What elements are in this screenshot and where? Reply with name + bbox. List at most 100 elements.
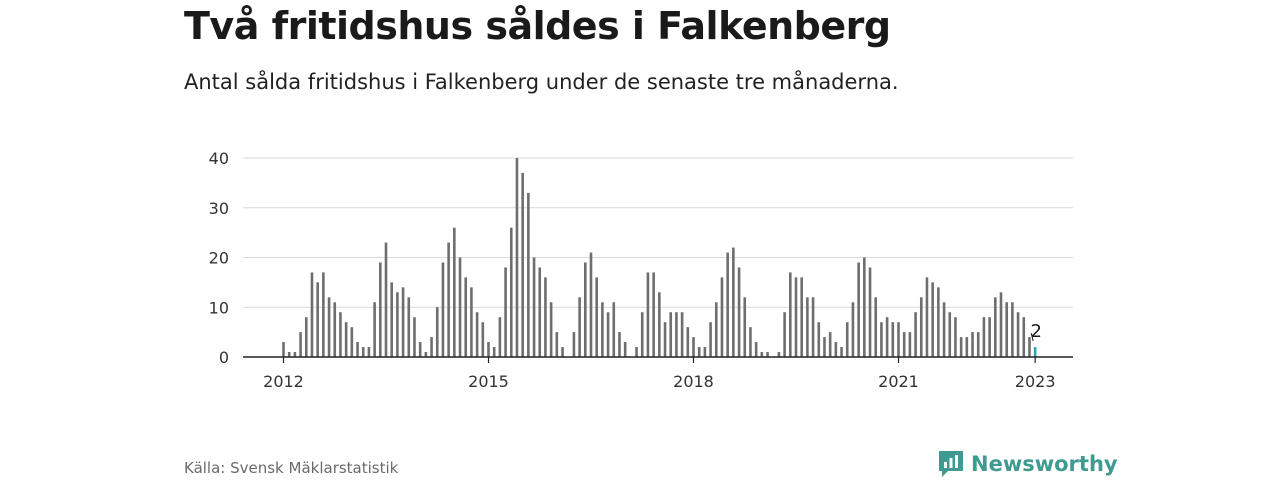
bar [458,257,462,357]
bar [561,347,564,357]
bar [743,297,747,357]
bar [293,352,297,357]
bar [1011,302,1014,357]
bar [373,302,376,357]
bar [931,282,934,358]
bar [1022,317,1026,357]
bar [1005,302,1008,357]
bar [800,277,803,357]
bar [430,337,433,357]
y-tick-label: 30 [209,199,229,218]
data-label-latest: 2 [1030,321,1041,342]
gridlines [243,157,1073,308]
data-label-leader [1030,332,1034,342]
bar [897,322,900,357]
bar [606,312,610,357]
x-tick-label: 2012 [263,372,304,391]
bar [720,277,724,357]
bar [834,342,838,357]
chart-subtitle: Antal sålda fritidshus i Falkenberg unde… [184,70,899,94]
bar [481,322,485,357]
bar [840,347,843,357]
bar [914,312,917,357]
bar [982,317,986,357]
bar [572,332,576,358]
bar [794,277,798,357]
bar-highlighted [1033,347,1037,357]
y-tick-label: 0 [219,348,229,367]
bar [584,262,587,357]
bar [954,317,957,357]
bar [447,242,450,357]
bar [652,272,655,357]
bar [902,332,906,358]
bar [857,262,860,357]
bar [441,262,445,357]
bar [1028,337,1031,357]
bar [498,317,502,357]
bar [863,257,866,357]
bar [988,317,991,357]
bar [646,272,650,357]
bar [538,267,542,357]
bar [339,312,342,357]
bar [919,297,923,357]
bar [697,347,701,357]
bar [732,247,735,357]
bar [845,322,849,357]
bar [356,342,359,357]
bar [783,312,786,357]
bar [737,267,741,357]
bar [424,352,428,357]
bar-chart: 0 10 20 30 40 2012 2015 2018 2021 2023 2 [209,149,1073,391]
bar [994,297,997,357]
bar [817,322,821,357]
bar [874,297,878,357]
chart-title: Två fritidshus såldes i Falkenberg [184,4,891,48]
bar [282,342,285,357]
bar [1016,312,1020,357]
bar [521,172,524,357]
bar [777,352,781,357]
bar [418,342,422,357]
bar [316,282,319,358]
bar [754,342,758,357]
brand-logo[interactable]: Newsworthy [937,449,1118,479]
bar [595,277,598,357]
bar [470,287,473,357]
brand-name: Newsworthy [971,452,1118,476]
bar [823,337,826,357]
bar [640,312,644,357]
x-tick-label: 2023 [1015,372,1056,391]
bar [453,227,456,357]
bar [885,317,889,357]
bar [413,317,416,357]
bar [948,312,952,357]
bar [868,267,872,357]
bars [282,158,1037,358]
bar [828,332,832,358]
x-tick-label: 2018 [673,372,714,391]
y-tick-label: 10 [209,298,229,317]
y-axis: 0 10 20 30 40 [209,149,229,367]
source-note: Källa: Svensk Mäklarstatistik [184,459,399,477]
y-tick-label: 20 [209,249,229,268]
bar [669,312,673,357]
data-labels: 2 [1030,321,1041,342]
bar [287,352,291,357]
x-tick-label: 2015 [468,372,509,391]
bar [703,347,707,357]
bar [379,262,382,357]
bar [965,337,969,357]
bar [475,312,479,357]
bar [726,252,729,357]
bar [942,302,946,357]
bar [532,257,536,357]
bar [578,297,581,357]
bar [811,297,815,357]
bar [527,192,530,357]
bar [589,252,593,357]
bar [709,322,712,357]
bar [504,267,507,357]
bar [692,337,695,357]
